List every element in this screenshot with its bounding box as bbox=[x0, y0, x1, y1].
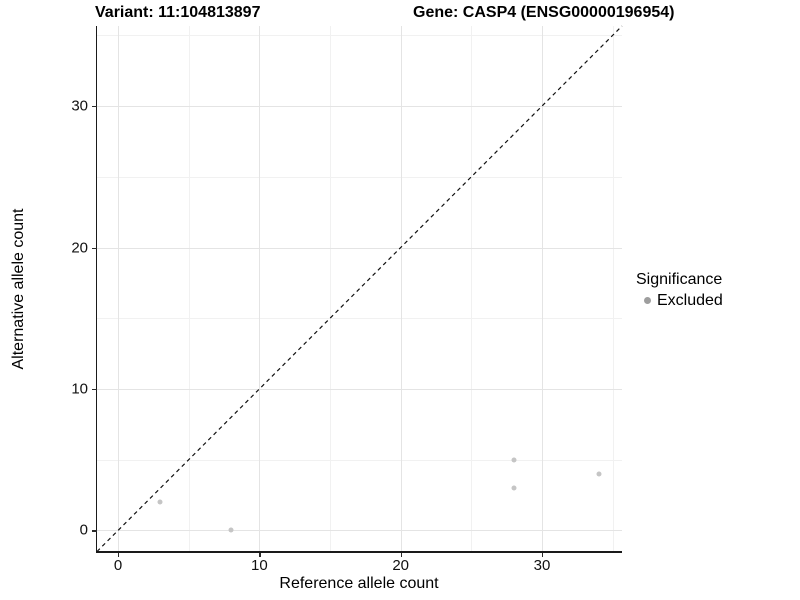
x-major-gridline bbox=[259, 26, 261, 552]
y-major-gridline bbox=[97, 388, 622, 390]
legend-title: Significance bbox=[636, 271, 723, 288]
legend-item-excluded: Excluded bbox=[636, 292, 723, 309]
y-minor-gridline bbox=[97, 459, 622, 461]
legend: Significance Excluded bbox=[636, 271, 723, 309]
x-tick-label: 0 bbox=[113, 557, 123, 574]
y-tick-mark bbox=[92, 106, 97, 108]
y-major-gridline bbox=[97, 530, 622, 532]
y-tick-mark bbox=[92, 247, 97, 249]
x-tick-mark bbox=[118, 552, 120, 557]
x-axis-title: Reference allele count bbox=[279, 575, 439, 592]
y-tick-label: 10 bbox=[71, 380, 88, 398]
x-major-gridline bbox=[542, 26, 543, 552]
x-minor-gridline bbox=[612, 26, 614, 552]
data-point bbox=[511, 457, 517, 463]
plot-title-gene: Gene: CASP4 (ENSG00000196954) bbox=[413, 4, 675, 21]
y-tick-label: 0 bbox=[79, 521, 88, 539]
x-tick-mark bbox=[400, 552, 402, 557]
y-minor-gridline bbox=[97, 176, 622, 178]
y-major-gridline bbox=[97, 247, 622, 249]
y-tick-label: 30 bbox=[71, 97, 88, 115]
data-point bbox=[596, 471, 602, 477]
x-minor-gridline bbox=[471, 26, 473, 552]
x-major-gridline bbox=[400, 26, 402, 552]
excluded-dot-icon bbox=[644, 297, 651, 304]
x-tick-label: 30 bbox=[533, 557, 551, 574]
data-point bbox=[157, 499, 163, 505]
plot-panel bbox=[97, 26, 622, 552]
y-tick-mark bbox=[92, 388, 97, 391]
y-minor-gridline bbox=[97, 318, 622, 320]
x-major-gridline bbox=[118, 26, 120, 552]
x-tick-mark bbox=[542, 552, 544, 557]
x-minor-gridline bbox=[330, 26, 332, 552]
y-tick-label: 20 bbox=[71, 239, 88, 257]
y-tick-mark bbox=[92, 530, 97, 532]
x-tick-label: 20 bbox=[392, 557, 410, 574]
plot-title-variant: Variant: 11:104813897 bbox=[95, 4, 261, 21]
x-tick-label: 10 bbox=[251, 557, 268, 574]
data-point bbox=[511, 485, 517, 491]
legend-item-label: Excluded bbox=[657, 291, 723, 309]
y-minor-gridline bbox=[97, 35, 622, 37]
data-point bbox=[228, 527, 234, 533]
y-axis-title: Alternative allele count bbox=[10, 208, 27, 370]
x-minor-gridline bbox=[188, 26, 190, 552]
x-tick-mark bbox=[259, 552, 261, 557]
y-major-gridline bbox=[97, 106, 622, 108]
y-axis-line bbox=[96, 26, 98, 552]
